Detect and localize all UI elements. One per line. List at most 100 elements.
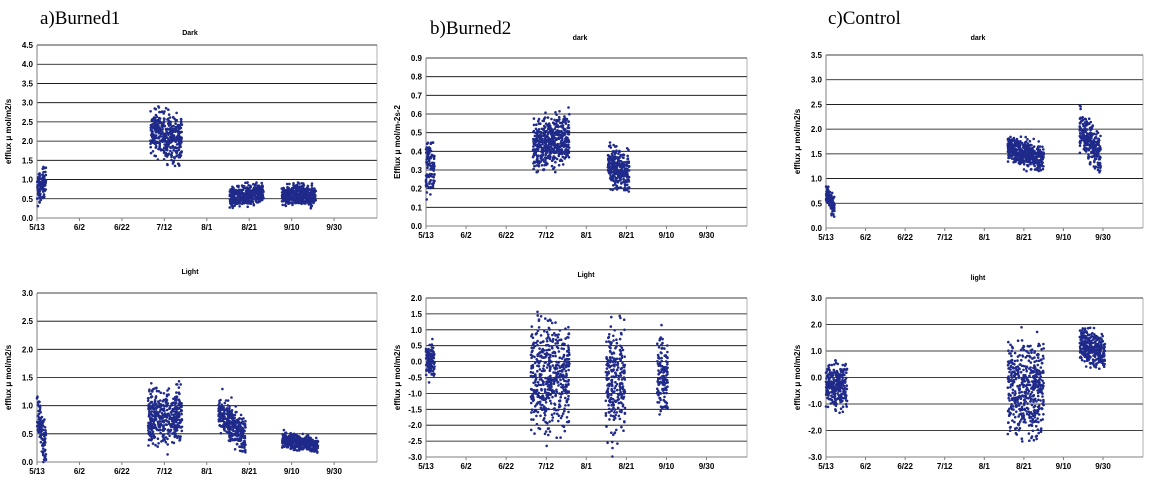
data-point — [172, 420, 176, 424]
data-point — [425, 175, 429, 179]
data-point — [1013, 142, 1017, 145]
data-point — [42, 424, 45, 428]
data-point — [42, 441, 46, 445]
x-tick-label: 6/2 — [461, 231, 473, 240]
data-point — [248, 197, 251, 200]
data-point — [550, 117, 553, 121]
data-point — [170, 133, 174, 136]
data-point — [179, 120, 183, 123]
data-point — [161, 128, 164, 131]
data-point — [567, 146, 571, 149]
data-point — [284, 204, 288, 208]
data-point — [292, 448, 296, 452]
data-point — [550, 159, 554, 162]
y-tick-label: 0.5 — [411, 129, 423, 138]
data-point — [285, 444, 288, 447]
data-point — [615, 164, 618, 167]
data-point — [536, 310, 539, 314]
data-point — [309, 436, 312, 440]
y-axis-label: efflux μ mol/m2/s — [393, 344, 402, 410]
data-point — [148, 438, 151, 441]
data-point — [314, 444, 318, 448]
data-point — [625, 173, 629, 176]
y-tick-label: 3.0 — [22, 289, 34, 298]
data-point — [176, 436, 179, 440]
data-point — [285, 437, 289, 440]
data-point — [1008, 139, 1011, 142]
y-tick-label: 0.0 — [411, 222, 423, 231]
data-point — [38, 408, 42, 412]
data-point — [233, 448, 237, 451]
data-point — [620, 182, 623, 185]
data-point — [244, 451, 247, 454]
data-point — [160, 138, 164, 142]
data-point — [35, 180, 39, 184]
data-point — [557, 163, 561, 167]
data-point — [179, 117, 183, 121]
data-point — [157, 106, 161, 109]
data-point — [155, 123, 159, 127]
data-point — [548, 145, 552, 149]
data-point — [535, 331, 538, 335]
data-point — [164, 106, 168, 110]
data-point — [177, 163, 181, 166]
data-point — [831, 210, 834, 213]
data-point — [248, 191, 251, 195]
data-point — [553, 123, 556, 126]
data-point — [622, 165, 626, 168]
x-tick-label: 9/30 — [326, 223, 342, 232]
data-point — [40, 184, 44, 187]
data-point — [282, 197, 285, 201]
data-point — [160, 405, 163, 408]
data-point — [246, 199, 249, 202]
data-point — [261, 185, 265, 189]
data-point — [167, 152, 171, 155]
data-point — [626, 154, 629, 158]
data-point — [1087, 148, 1090, 151]
data-point — [537, 135, 541, 139]
data-point — [1007, 153, 1011, 157]
data-point — [149, 123, 153, 127]
data-point — [175, 126, 178, 130]
data-point — [613, 152, 617, 156]
data-point — [544, 420, 547, 424]
data-point — [612, 173, 616, 177]
data-point — [159, 431, 162, 435]
data-point — [169, 126, 173, 130]
data-point — [165, 395, 169, 398]
data-point — [538, 140, 541, 144]
data-point — [160, 440, 163, 443]
data-point — [625, 175, 629, 179]
data-point — [243, 422, 247, 426]
data-point — [827, 185, 830, 188]
data-point — [311, 447, 315, 451]
data-point — [37, 412, 41, 416]
data-point — [1096, 131, 1100, 134]
data-point — [567, 368, 570, 372]
y-tick-label: 0.2 — [411, 185, 423, 194]
data-point — [307, 195, 310, 199]
y-tick-label: 0.0 — [411, 358, 423, 367]
data-point — [226, 415, 230, 418]
data-point — [613, 170, 616, 174]
data-point — [234, 405, 237, 408]
data-point — [549, 149, 553, 153]
data-point — [239, 199, 242, 202]
data-point — [37, 401, 40, 404]
data-point — [1015, 137, 1019, 141]
series-2 — [1078, 104, 1102, 174]
data-point — [544, 138, 547, 141]
data-point — [240, 443, 244, 447]
data-point — [288, 434, 291, 438]
data-point — [171, 130, 175, 134]
data-point — [424, 178, 428, 181]
y-tick-label: -2.0 — [408, 421, 422, 430]
data-point — [832, 196, 835, 199]
data-point — [561, 412, 565, 415]
data-point — [152, 407, 155, 411]
data-point — [147, 403, 151, 406]
data-point — [554, 111, 557, 114]
data-point — [286, 441, 290, 445]
data-point — [240, 449, 243, 453]
data-point — [260, 181, 264, 185]
